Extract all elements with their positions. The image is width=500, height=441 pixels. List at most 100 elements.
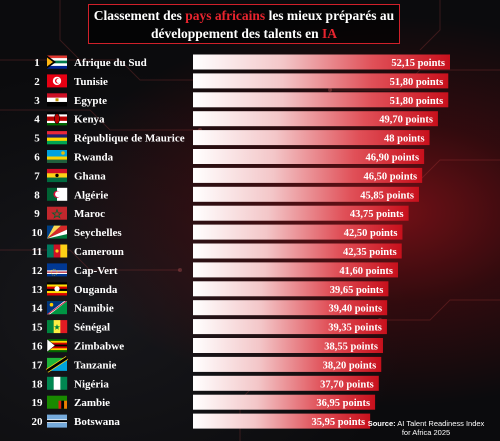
bar-row: 9 Maroc 43,75 points — [34, 205, 409, 221]
namibia-flag-icon — [47, 301, 67, 315]
rank-label: 2 — [34, 76, 40, 88]
country-label: Rwanda — [74, 152, 114, 164]
title-part-4: développement des talents en — [150, 26, 322, 41]
value-label: 39,65 points — [330, 285, 384, 296]
morocco-flag-icon — [47, 206, 67, 220]
bar — [193, 338, 383, 353]
rank-label: 14 — [32, 303, 44, 315]
country-label: Nigéria — [74, 378, 109, 390]
rank-label: 9 — [34, 208, 40, 220]
title-highlight-ia: IA — [321, 26, 337, 41]
country-label: Kenya — [74, 114, 105, 126]
title-highlight-pays: pays africains — [185, 8, 266, 23]
bar — [193, 394, 376, 410]
rank-label: 10 — [32, 227, 44, 239]
rank-label: 4 — [34, 114, 40, 126]
country-label: Botswana — [74, 416, 120, 428]
bar-row: 3 Egypte 51,80 points — [34, 92, 449, 108]
bar — [193, 111, 438, 127]
source-text: AI Talent Readiness Index for Africa 202… — [395, 419, 485, 437]
value-label: 43,75 points — [350, 209, 404, 220]
value-label: 49,70 points — [379, 115, 433, 126]
value-label: 46,90 points — [365, 153, 419, 164]
bar — [193, 300, 388, 316]
country-label: République de Maurice — [74, 133, 185, 145]
chart-rows: 1 Afrique du Sud 52,15 points 2 Tunisie 51,80… — [32, 54, 450, 429]
rank-label: 8 — [34, 189, 40, 201]
bar-row: 1 Afrique du Sud 52,15 points — [34, 54, 450, 70]
rank-label: 15 — [32, 322, 44, 334]
bar — [193, 167, 423, 183]
bar — [193, 281, 389, 297]
chart-title: Classement des pays africains les mieux … — [88, 4, 400, 44]
bar — [193, 92, 449, 108]
value-label: 38,55 points — [324, 342, 378, 353]
value-label: 37,70 points — [320, 379, 374, 390]
country-label: Cameroun — [74, 246, 124, 258]
bar-row: 8 Algérie 45,85 points — [34, 186, 419, 202]
bar-row: 6 Rwanda 46,90 points — [34, 149, 425, 164]
rank-label: 3 — [34, 95, 40, 107]
bar — [193, 149, 425, 164]
country-label: Tunisie — [74, 76, 108, 88]
bar — [193, 130, 430, 146]
rwanda-flag-icon — [47, 150, 67, 163]
egypt-flag-icon — [47, 93, 67, 107]
value-label: 51,80 points — [390, 96, 444, 107]
rank-label: 11 — [32, 246, 42, 258]
value-label: 42,50 points — [344, 228, 398, 239]
rank-label: 18 — [32, 378, 44, 390]
value-label: 36,95 points — [316, 398, 370, 409]
bar — [193, 413, 371, 429]
country-label: Egypte — [74, 95, 107, 107]
bar — [193, 319, 387, 335]
cameroon-flag-icon — [47, 244, 68, 258]
zimbabwe-flag-icon — [46, 338, 67, 353]
rank-label: 20 — [32, 416, 44, 428]
south-africa-flag-icon — [47, 55, 67, 69]
rank-label: 1 — [34, 57, 40, 69]
seychelles-flag-icon — [47, 225, 67, 239]
country-label: Ghana — [74, 170, 106, 182]
rank-label: 13 — [32, 284, 44, 296]
bar-row: 7 Ghana 46,50 points — [34, 167, 423, 183]
bar — [193, 186, 419, 202]
bar-row: 20 Botswana 35,95 points — [32, 413, 371, 429]
bar-row: 16 Zimbabwe 38,55 points — [32, 338, 383, 353]
value-label: 35,95 points — [311, 417, 365, 428]
bar — [193, 262, 399, 278]
bar-row: 4 Kenya 49,70 points — [34, 111, 438, 127]
bar — [193, 73, 449, 89]
title-part-3: les mieux préparés au — [265, 8, 395, 23]
value-label: 51,80 points — [390, 77, 444, 88]
mauritius-flag-icon — [47, 131, 67, 145]
country-label: Seychelles — [74, 227, 122, 239]
rank-label: 7 — [34, 170, 40, 182]
bar — [193, 243, 402, 259]
country-label: Afrique du Sud — [74, 57, 147, 69]
source-note: Source: AI Talent Readiness Index for Af… — [366, 419, 486, 437]
value-label: 38,20 points — [323, 360, 377, 371]
source-label: Source: — [367, 419, 396, 428]
value-label: 42,35 points — [343, 247, 397, 258]
cape-verde-flag-icon — [47, 263, 67, 277]
bar-row: 5 République de Maurice 48 points — [34, 130, 430, 146]
bar-row: 15 Sénégal 39,35 points — [32, 319, 387, 335]
rank-label: 6 — [34, 152, 40, 164]
country-label: Zimbabwe — [74, 341, 124, 353]
rank-label: 17 — [32, 359, 44, 371]
bar — [193, 375, 379, 391]
rank-label: 16 — [32, 341, 44, 353]
bar-row: 18 Nigéria 37,70 points — [32, 375, 379, 391]
bar-row: 13 Ouganda 39,65 points — [32, 281, 389, 297]
tanzania-flag-icon — [45, 356, 69, 373]
tunisia-flag-icon — [47, 74, 67, 88]
value-label: 48 points — [384, 134, 425, 145]
bar — [193, 224, 403, 240]
bar-row: 14 Namibie 39,40 points — [32, 300, 388, 316]
bar — [193, 356, 382, 372]
bar-row: 19 Zambie 36,95 points — [32, 394, 376, 410]
rank-label: 12 — [32, 265, 44, 277]
value-label: 45,85 points — [360, 190, 414, 201]
